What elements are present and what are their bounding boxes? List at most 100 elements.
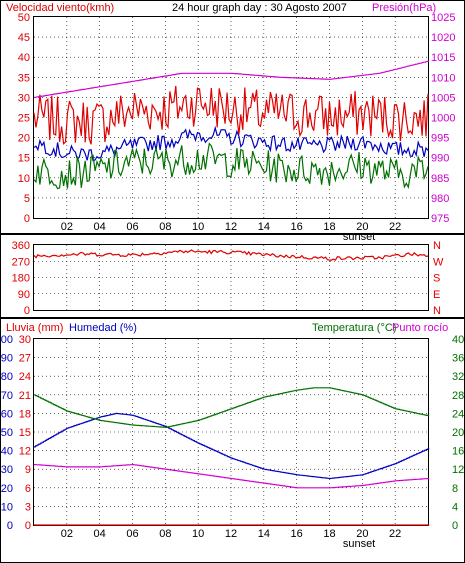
humidity-y-tick-90: 90 — [1, 353, 13, 365]
temp-x-tick-06: 06 — [126, 528, 138, 540]
wind-x-tick-02: 02 — [61, 221, 73, 233]
rain-y-tick-24: 24 — [19, 371, 31, 383]
wind-y-tick-40: 40 — [18, 52, 30, 64]
temp-y-tick-20: 20 — [452, 427, 464, 439]
humidity-y-tick-50: 50 — [1, 427, 13, 439]
temp-y-tick-0: 0 — [452, 520, 458, 532]
temp-x-tick-12: 12 — [225, 528, 237, 540]
bottom-panel-frame — [0, 318, 465, 563]
wind-x-tick-14: 14 — [258, 221, 270, 233]
wind-sunset-label: sunset — [343, 231, 375, 243]
humidity-y-tick-40: 40 — [1, 446, 13, 458]
wind-x-tick-20: 20 — [356, 221, 368, 233]
rain-y-tick-21: 21 — [19, 390, 31, 402]
temp-y-tick-32: 32 — [452, 371, 464, 383]
rain-y-tick-12: 12 — [19, 446, 31, 458]
middle-panel-frame — [0, 234, 465, 318]
wind-series-line-1 — [33, 125, 429, 162]
temp-y-tick-4: 4 — [452, 501, 458, 513]
wind-x-tick-18: 18 — [323, 221, 335, 233]
temp-x-tick-04: 04 — [94, 528, 106, 540]
temp-x-tick-22: 22 — [389, 528, 401, 540]
wind-y-tick-20: 20 — [18, 133, 30, 145]
humidity-y-tick-0: 0 — [7, 520, 13, 532]
temp-x-tick-14: 14 — [258, 528, 270, 540]
temp-y-tick-36: 36 — [452, 353, 464, 365]
compass-label-3: E — [433, 289, 440, 301]
direction-plot-area — [33, 244, 429, 311]
temp-x-tick-10: 10 — [192, 528, 204, 540]
rain-y-tick-15: 15 — [19, 427, 31, 439]
wind-plot-area — [33, 16, 429, 219]
temp-panel-series-line-1 — [34, 412, 430, 480]
wind-x-tick-16: 16 — [291, 221, 303, 233]
wind-y-tick-30: 30 — [18, 92, 30, 104]
temp-x-tick-18: 18 — [323, 528, 335, 540]
wind-x-tick-04: 04 — [94, 221, 106, 233]
direction-y-tick-0: 0 — [24, 305, 30, 317]
temp-y-tick-16: 16 — [452, 446, 464, 458]
pressure-y-tick-1015: 1015 — [431, 52, 455, 64]
series-layer — [33, 60, 430, 526]
direction-y-tick-180: 180 — [12, 273, 30, 285]
temp-x-tick-08: 08 — [159, 528, 171, 540]
wind-x-tick-06: 06 — [126, 221, 138, 233]
temp-x-tick-16: 16 — [291, 528, 303, 540]
wind-series-line-0 — [33, 85, 429, 146]
temp-panel-series-line-2 — [34, 387, 430, 428]
direction-y-tick-270: 270 — [12, 256, 30, 268]
pressure-y-tick-1025: 1025 — [431, 12, 455, 24]
wind-series-line-3 — [34, 60, 430, 98]
humidity-y-tick-30: 30 — [1, 464, 13, 476]
wind-y-tick-10: 10 — [18, 173, 30, 185]
direction-y-tick-90: 90 — [18, 289, 30, 301]
temp-y-tick-12: 12 — [452, 464, 464, 476]
wind-y-tick-0: 0 — [24, 213, 30, 225]
pressure-y-tick-990: 990 — [431, 153, 449, 165]
rain-axis-title: Lluvia (mm) — [6, 322, 63, 334]
humidity-axis-title: Humedad (%) — [69, 322, 137, 334]
rain-y-tick-27: 27 — [19, 353, 31, 365]
wind-x-tick-08: 08 — [159, 221, 171, 233]
wind-x-tick-22: 22 — [389, 221, 401, 233]
temp-y-tick-28: 28 — [452, 390, 464, 402]
pressure-y-tick-1020: 1020 — [431, 32, 455, 44]
compass-label-4: N — [433, 305, 441, 317]
wind-y-tick-25: 25 — [18, 113, 30, 125]
humidity-y-tick-100: 100 — [0, 334, 13, 346]
temp-y-tick-40: 40 — [452, 334, 464, 346]
pressure-y-tick-995: 995 — [431, 133, 449, 145]
rain-y-tick-3: 3 — [25, 501, 31, 513]
humidity-y-tick-10: 10 — [1, 501, 13, 513]
pressure-y-tick-985: 985 — [431, 173, 449, 185]
humidity-y-tick-20: 20 — [1, 483, 13, 495]
temp-x-tick-20: 20 — [356, 528, 368, 540]
pressure-y-tick-975: 975 — [431, 213, 449, 225]
label-layer: 0510152025303540455097598098599099510001… — [0, 12, 464, 550]
rain-y-tick-30: 30 — [19, 334, 31, 346]
wind-y-tick-5: 5 — [24, 193, 30, 205]
temp-y-tick-24: 24 — [452, 408, 464, 420]
rain-y-tick-0: 0 — [25, 520, 31, 532]
pressure-y-tick-1000: 1000 — [431, 113, 455, 125]
temp-panel-series-line-3 — [34, 464, 430, 489]
wind-y-tick-35: 35 — [18, 72, 30, 84]
rain-y-tick-18: 18 — [19, 408, 31, 420]
pressure-y-tick-980: 980 — [431, 193, 449, 205]
rain-y-tick-6: 6 — [25, 483, 31, 495]
humidity-y-tick-60: 60 — [1, 408, 13, 420]
graph-title: 24 hour graph day : 30 Agosto 2007 — [172, 2, 347, 14]
dewpoint-axis-title: Punto rocío — [392, 322, 448, 334]
wind-series-line-2 — [33, 142, 429, 190]
wind-x-tick-12: 12 — [225, 221, 237, 233]
direction-series-line-0 — [33, 249, 429, 261]
rain-y-tick-9: 9 — [25, 464, 31, 476]
temp-x-tick-02: 02 — [61, 528, 73, 540]
wind-y-tick-50: 50 — [18, 12, 30, 24]
wind-speed-axis-title: Velocidad viento(kmh) — [6, 2, 114, 14]
temp-y-tick-8: 8 — [452, 483, 458, 495]
compass-label-0: N — [433, 240, 441, 252]
compass-label-2: S — [433, 273, 440, 285]
